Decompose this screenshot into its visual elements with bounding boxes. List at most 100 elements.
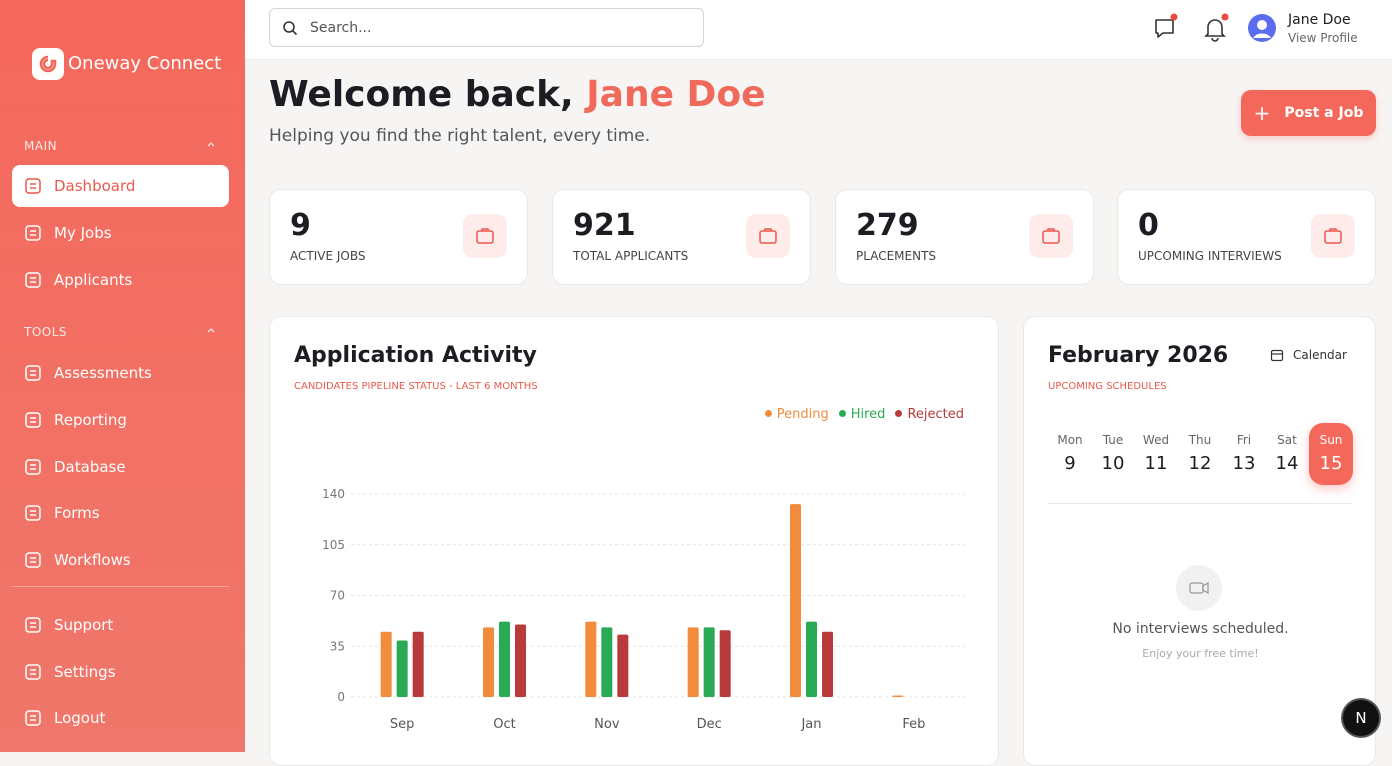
calendar-day[interactable]: Mon 9 xyxy=(1048,423,1092,485)
y-tick-label: 70 xyxy=(330,589,345,603)
avatar[interactable] xyxy=(1248,14,1276,42)
calendar-day[interactable]: Wed 11 xyxy=(1134,423,1178,485)
calendar-day[interactable]: Sun 15 xyxy=(1309,423,1353,485)
post-job-button[interactable]: + Post a Job xyxy=(1241,90,1376,136)
nav-item[interactable]: Assessments xyxy=(12,352,229,394)
icon-shape xyxy=(476,230,494,244)
stat-label: ACTIVE JOBS xyxy=(290,249,366,263)
bar xyxy=(822,631,833,697)
user-link[interactable]: View Profile xyxy=(1288,31,1358,45)
legend-entry[interactable]: Rejected xyxy=(895,407,964,422)
date: 14 xyxy=(1275,453,1299,474)
calendar-subtitle: UPCOMING SCHEDULES xyxy=(1048,381,1167,392)
empty-icon xyxy=(1176,565,1222,611)
weekday: Fri xyxy=(1236,433,1252,447)
legend-dot xyxy=(838,410,846,417)
stat-value: 9 xyxy=(290,208,311,243)
messages-icon[interactable] xyxy=(1155,13,1178,38)
nav-label: My Jobs xyxy=(54,223,112,242)
icon-shape xyxy=(759,230,777,244)
x-tick-label: Nov xyxy=(594,717,620,732)
stat-value: 0 xyxy=(1138,208,1159,243)
user-name[interactable]: Jane Doe xyxy=(1288,12,1351,28)
nav-icon xyxy=(25,412,41,428)
section-title: TOOLS xyxy=(24,325,68,339)
nav-section: TOOLS xyxy=(24,325,216,339)
nav-label: Settings xyxy=(54,662,116,681)
brand-name: Oneway Connect xyxy=(68,53,222,74)
date: 11 xyxy=(1144,453,1168,474)
icon-shape xyxy=(1329,228,1337,231)
nav-item[interactable]: Reporting xyxy=(12,399,229,441)
empty-subtitle: Enjoy your free time! xyxy=(1142,647,1259,660)
chevron-path xyxy=(207,142,215,147)
calendar-link[interactable]: Calendar xyxy=(1270,348,1347,362)
nav-label: Reporting xyxy=(54,410,127,429)
nav-label: Workflows xyxy=(54,551,131,570)
nav-item[interactable]: Dashboard xyxy=(12,165,229,207)
bar xyxy=(380,631,392,697)
calendar-day[interactable]: Fri 13 xyxy=(1222,423,1266,485)
date: 15 xyxy=(1319,453,1343,474)
bar xyxy=(892,695,904,697)
icon xyxy=(476,228,494,244)
nav-label: Assessments xyxy=(54,364,152,382)
nav-item[interactable]: Forms xyxy=(12,492,229,534)
calendar-day[interactable]: Sat 14 xyxy=(1265,423,1309,485)
date: 9 xyxy=(1064,453,1076,474)
welcome-subtitle: Helping you find the right talent, every… xyxy=(269,126,651,146)
nav-icon xyxy=(25,365,41,381)
calendar-card: February 2026 Calendar UPCOMING SCHEDULE… xyxy=(1023,316,1376,766)
nav-icon xyxy=(25,458,41,475)
stat-label: PLACEMENTS xyxy=(856,249,937,263)
dev-badge[interactable]: N xyxy=(1343,700,1379,736)
stat-icon xyxy=(746,214,790,258)
stat-card: 921 TOTAL APPLICANTS xyxy=(552,189,811,285)
legend-entry[interactable]: Pending xyxy=(764,407,829,422)
icon-shape xyxy=(25,617,41,633)
nav-label: Dashboard xyxy=(54,177,136,195)
nav-icon xyxy=(25,617,41,633)
icon xyxy=(759,228,777,244)
icon-shape xyxy=(1042,230,1060,244)
nav-item[interactable]: Workflows xyxy=(12,539,229,581)
stat-label: UPCOMING INTERVIEWS xyxy=(1138,249,1282,263)
icon-shape xyxy=(1047,228,1055,231)
nav-item[interactable]: Settings xyxy=(12,651,229,693)
y-tick-label: 0 xyxy=(337,690,345,704)
search-box[interactable]: Search... xyxy=(269,8,704,47)
icon-shape xyxy=(25,663,41,680)
chart-title: Application Activity xyxy=(294,343,537,368)
calendar-link-text: Calendar xyxy=(1293,348,1347,362)
date: 12 xyxy=(1188,453,1212,474)
nav-item[interactable]: My Jobs xyxy=(12,212,229,254)
bar xyxy=(806,621,817,697)
bar xyxy=(499,621,510,697)
icon-shape xyxy=(25,412,41,428)
y-tick-label: 35 xyxy=(330,639,345,653)
nav-item[interactable]: Database xyxy=(12,446,229,488)
x-tick-label: Jan xyxy=(800,717,821,732)
notifications-icon[interactable] xyxy=(1204,13,1229,42)
weekday: Wed xyxy=(1142,433,1170,447)
nav-icon xyxy=(25,271,41,288)
x-tick-label: Feb xyxy=(902,717,925,732)
icon-shape xyxy=(25,505,41,522)
nav-item[interactable]: Logout xyxy=(12,697,229,739)
nav-icon xyxy=(25,552,41,568)
calendar-day[interactable]: Tue 10 xyxy=(1091,423,1135,485)
legend-entry[interactable]: Hired xyxy=(838,407,885,422)
icon xyxy=(1324,228,1342,244)
date: 10 xyxy=(1101,453,1125,474)
weekday: Thu xyxy=(1188,433,1212,447)
stat-icon xyxy=(1311,214,1355,258)
calendar-day[interactable]: Thu 12 xyxy=(1178,423,1222,485)
nav-item[interactable]: Applicants xyxy=(12,259,229,301)
nav-label: Forms xyxy=(54,504,100,523)
nav-item[interactable]: Support xyxy=(12,604,229,646)
brand-logo xyxy=(32,48,64,80)
stat-icon xyxy=(1029,214,1073,258)
icon-shape xyxy=(25,271,41,288)
bar xyxy=(790,504,801,697)
